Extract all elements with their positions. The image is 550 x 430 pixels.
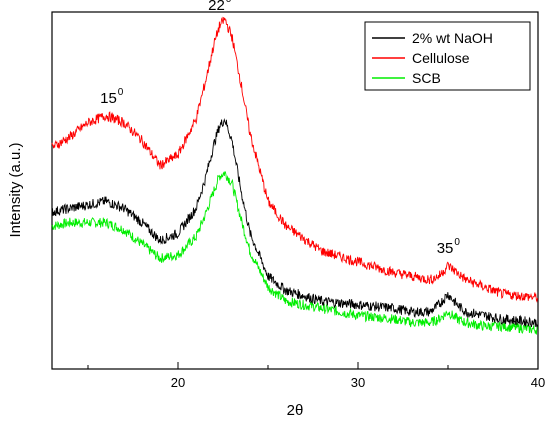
peak-label-value: 15 [100, 90, 117, 107]
peak-label-degree: 0 [454, 237, 460, 248]
peak-label-2: 35 0 [437, 237, 461, 257]
peak-label-1: 220 [208, 0, 232, 14]
series-line-2 [51, 171, 538, 335]
x-tick-label: 20 [171, 375, 185, 390]
x-axis-ticks: 20 30 40 [87, 362, 545, 390]
peak-label-value: 35 [437, 240, 454, 257]
x-tick-label: 30 [351, 375, 365, 390]
plot-frame [51, 11, 539, 370]
series-line-1 [51, 16, 538, 303]
series-layer [51, 16, 538, 335]
peak-label-0: 15 0 [100, 87, 124, 107]
peak-label-value: 22 [208, 0, 225, 14]
peak-annotations: 150220350 [100, 0, 460, 257]
peak-label-degree: 0 [118, 87, 124, 98]
x-tick-label: 40 [531, 375, 545, 390]
legend-label-0: 2% wt NaOH [412, 30, 493, 46]
x-axis-label: 2θ [287, 402, 304, 419]
y-axis-label: Intensity (a.u.) [7, 142, 24, 237]
series-line-0 [51, 118, 538, 328]
legend-label-2: SCB [412, 70, 441, 86]
legend-label-1: Cellulose [412, 50, 470, 66]
legend: 2% wt NaOH Cellulose SCB [364, 21, 531, 91]
peak-label-degree: 0 [226, 0, 232, 5]
